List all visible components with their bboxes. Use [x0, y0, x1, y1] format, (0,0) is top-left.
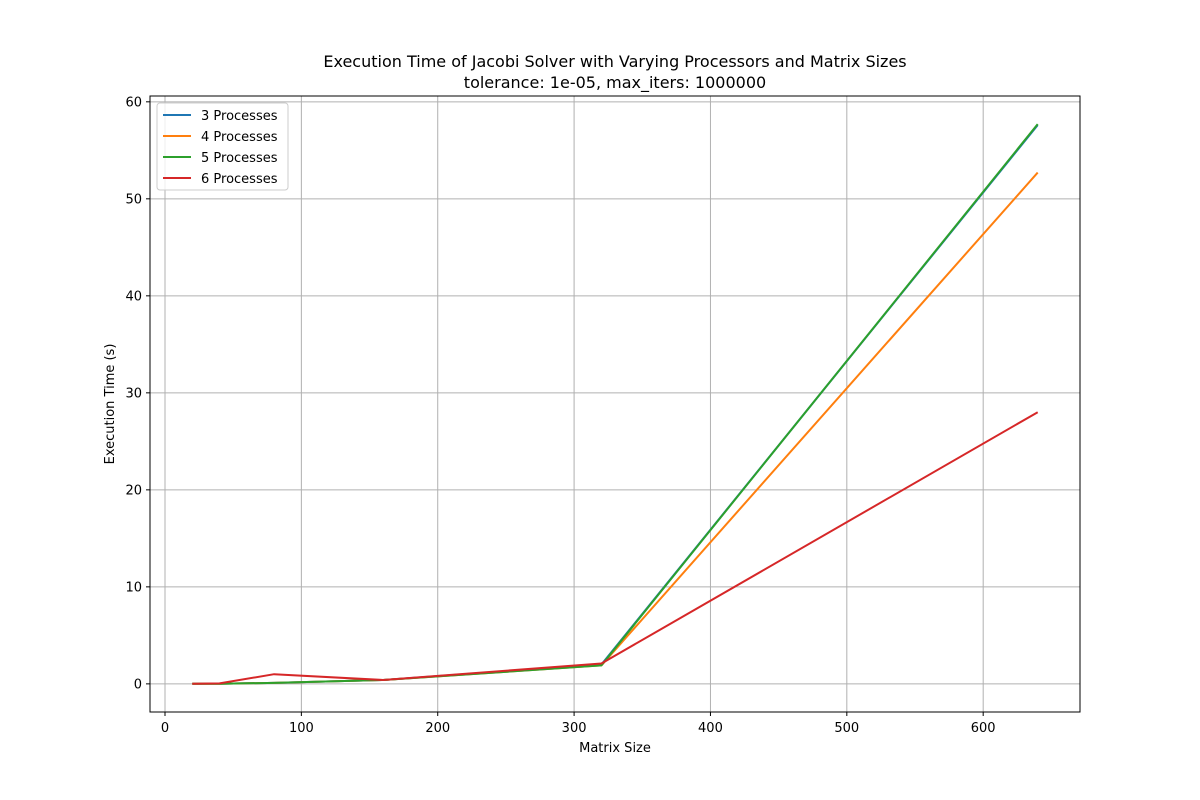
- y-tick-label: 40: [125, 289, 142, 304]
- x-tick-label: 500: [834, 721, 859, 736]
- x-axis-label: Matrix Size: [579, 741, 651, 756]
- series-lines: [192, 123, 1039, 685]
- y-tick-label: 30: [125, 386, 142, 401]
- chart-title: Execution Time of Jacobi Solver with Var…: [323, 52, 906, 71]
- y-tick-label: 60: [125, 95, 142, 110]
- axis-ticks: 0 100 200 300 400 500 600 0 10 20 30 40 50 60: [125, 95, 995, 736]
- legend-entry-label: 4 Processes: [201, 130, 278, 145]
- x-tick-label: 100: [289, 721, 314, 736]
- chart-subtitle: tolerance: 1e-05, max_iters: 1000000: [464, 73, 766, 93]
- grid-lines: [150, 96, 1080, 712]
- y-tick-label: 10: [125, 580, 142, 595]
- x-tick-label: 300: [562, 721, 587, 736]
- series-line-4-processes: [192, 171, 1039, 685]
- x-tick-label: 600: [971, 721, 996, 736]
- series-line-6-processes: [192, 411, 1039, 685]
- x-tick-label: 200: [425, 721, 450, 736]
- y-tick-label: 50: [125, 192, 142, 207]
- series-line-3-processes: [192, 124, 1039, 685]
- legend-entry-label: 3 Processes: [201, 109, 278, 124]
- legend: 3 Processes 4 Processes 5 Processes 6 Proce…: [156, 102, 289, 191]
- series-line-5-processes: [192, 123, 1039, 685]
- legend-box: [156, 102, 289, 191]
- x-tick-label: 400: [698, 721, 723, 736]
- y-tick-label: 0: [134, 677, 142, 692]
- y-axis-label: Execution Time (s): [103, 344, 118, 465]
- legend-entry-label: 6 Processes: [201, 172, 278, 187]
- y-tick-label: 20: [125, 483, 142, 498]
- plot-frame: [149, 95, 1081, 713]
- x-tick-label: 0: [161, 721, 169, 736]
- legend-entry-label: 5 Processes: [201, 151, 278, 166]
